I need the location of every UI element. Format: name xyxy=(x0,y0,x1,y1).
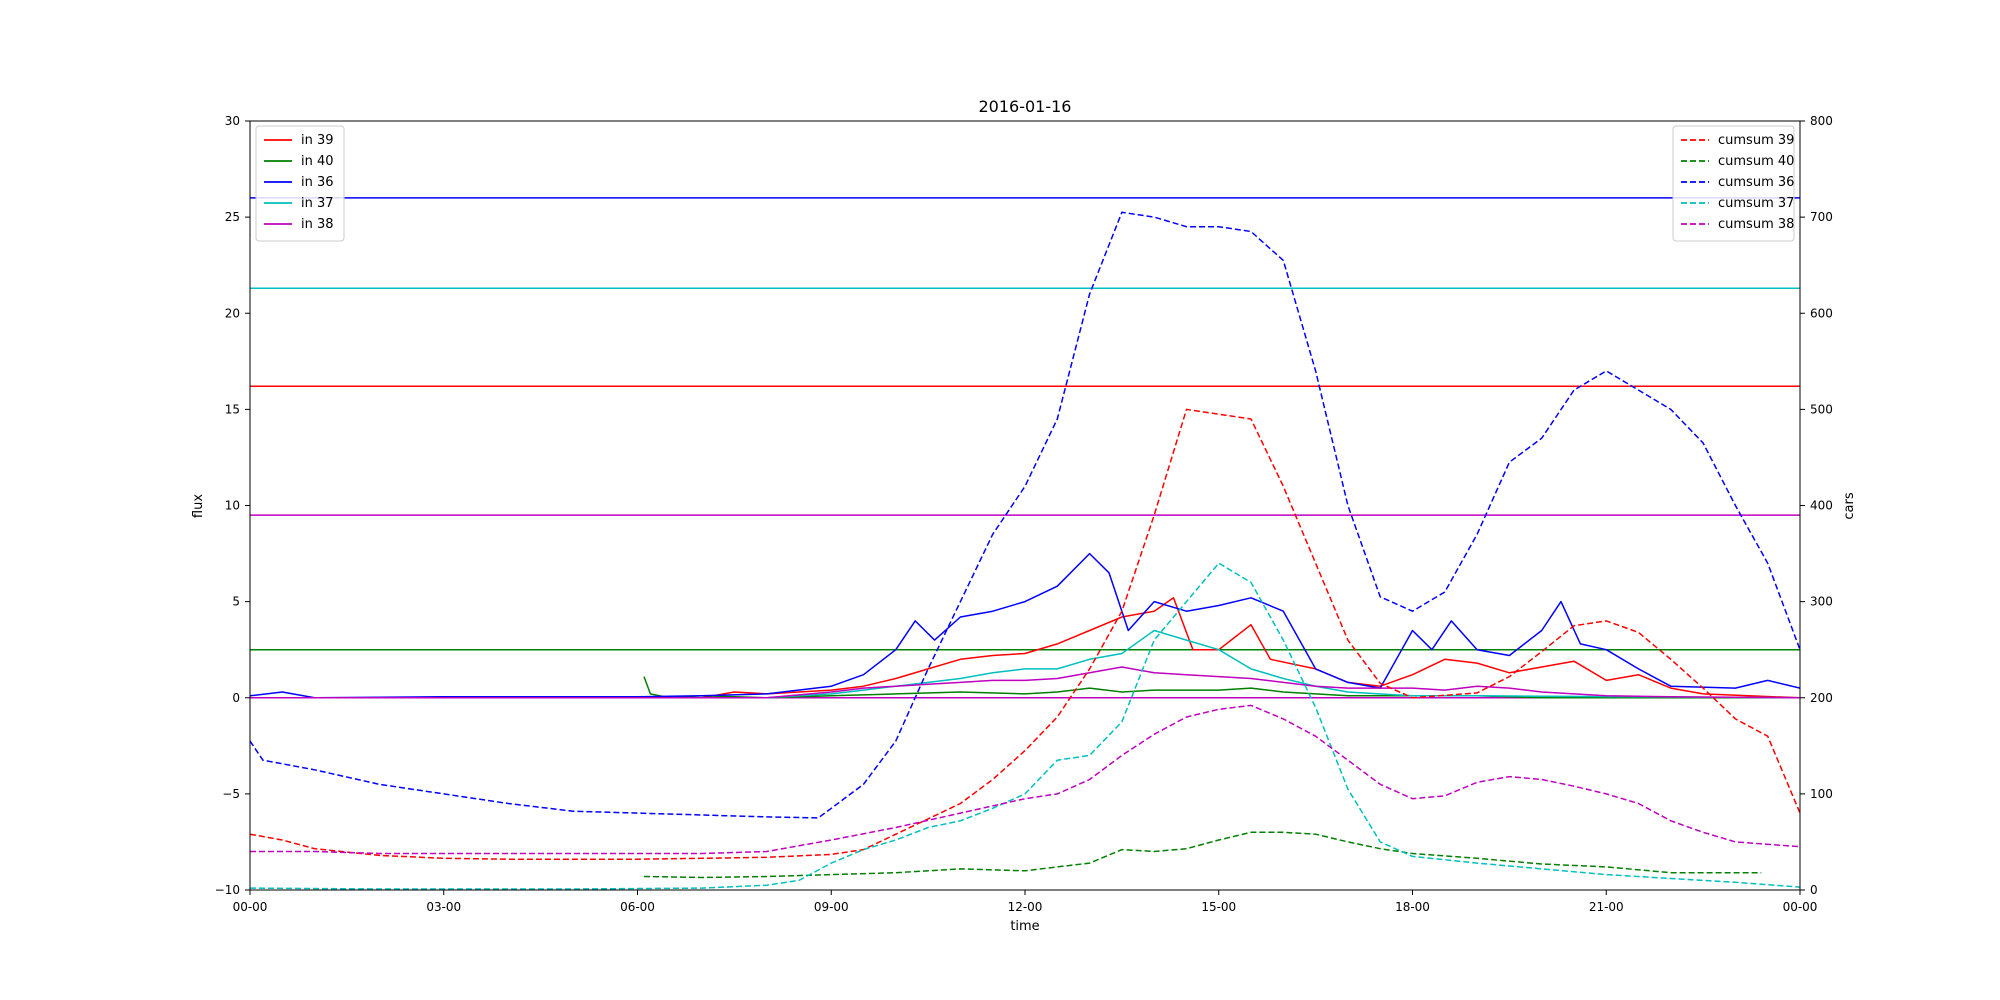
cumsum-series-line xyxy=(249,408,1801,860)
y-right-tick-label: 200 xyxy=(1810,691,1833,705)
y-right-tick-label: 100 xyxy=(1810,787,1833,801)
legend-label: cumsum 40 xyxy=(1718,154,1794,169)
flux-series-line xyxy=(250,597,1801,699)
y-axis-left: −10 −5 0 5 10 15 20 25 30 xyxy=(215,114,250,897)
y-left-tick-label: 10 xyxy=(225,499,240,513)
y-left-tick-label: 25 xyxy=(225,210,240,224)
x-tick-label: 00-00 xyxy=(1783,900,1818,914)
y-right-tick-label: 0 xyxy=(1810,883,1818,897)
legend-label: cumsum 38 xyxy=(1718,217,1794,232)
x-tick-label: 06-00 xyxy=(620,900,655,914)
y-right-tick-label: 300 xyxy=(1810,595,1833,609)
flux-series-line xyxy=(249,552,1801,699)
y-right-tick-label: 600 xyxy=(1810,306,1833,320)
x-axis-label: time xyxy=(1010,919,1039,934)
legend-label: cumsum 36 xyxy=(1718,175,1794,190)
y-axis-right: 0 100 200 300 400 500 600 700 800 xyxy=(1800,114,1833,897)
plot-area xyxy=(249,120,1801,891)
flux-series-line xyxy=(643,676,1800,699)
flux-series-line xyxy=(250,666,1801,699)
x-tick-label: 15-00 xyxy=(1201,900,1236,914)
x-tick-label: 12-00 xyxy=(1008,900,1043,914)
x-tick-label: 03-00 xyxy=(426,900,461,914)
y-left-tick-label: 5 xyxy=(232,595,240,609)
legend-label: cumsum 39 xyxy=(1718,133,1794,148)
y-right-tick-label: 400 xyxy=(1810,499,1833,513)
legend-label: cumsum 37 xyxy=(1718,196,1794,211)
legend-left: in 39 in 40 in 36 in 37 in 38 xyxy=(255,125,345,242)
flux-series-line xyxy=(250,629,1801,699)
flux-series-lines xyxy=(249,552,1801,699)
y-right-tick-label: 800 xyxy=(1810,114,1833,128)
y-left-tick-label: −10 xyxy=(215,883,240,897)
x-tick-label: 09-00 xyxy=(814,900,849,914)
legend-label: in 40 xyxy=(301,154,334,169)
chart-title: 2016-01-16 xyxy=(979,97,1072,116)
legend-label: in 39 xyxy=(301,133,334,148)
legend-label: in 38 xyxy=(301,217,334,232)
y-left-tick-label: 0 xyxy=(232,691,240,705)
x-tick-label: 21-00 xyxy=(1589,900,1624,914)
y-left-tick-label: 15 xyxy=(225,402,240,416)
x-tick-label: 00-00 xyxy=(233,900,268,914)
y-right-tick-label: 500 xyxy=(1810,402,1833,416)
cumsum-series-line xyxy=(643,831,1762,879)
y-axis-right-label: cars xyxy=(1842,492,1857,519)
y-left-tick-label: 30 xyxy=(225,114,240,128)
y-axis-left-label: flux xyxy=(191,494,206,518)
legend-box xyxy=(255,125,345,242)
y-left-tick-label: −5 xyxy=(222,787,240,801)
cumsum-series-lines xyxy=(249,211,1801,890)
y-right-tick-label: 700 xyxy=(1810,210,1833,224)
legend-right: cumsum 39 cumsum 40 cumsum 36 cumsum 37 cums… xyxy=(1672,125,1795,242)
legend-box xyxy=(1672,125,1795,242)
cumsum-series-line xyxy=(249,211,1801,819)
cumsum-series-line xyxy=(249,562,1801,890)
x-tick-label: 18-00 xyxy=(1395,900,1430,914)
y-left-tick-label: 20 xyxy=(225,306,240,320)
legend-label: in 36 xyxy=(301,175,334,190)
cumsum-series-line xyxy=(250,704,1801,855)
legend-label: in 37 xyxy=(301,196,334,211)
x-axis: 00-00 03-00 06-00 09-00 12-00 15-00 18-00 21-00… xyxy=(233,890,1818,914)
